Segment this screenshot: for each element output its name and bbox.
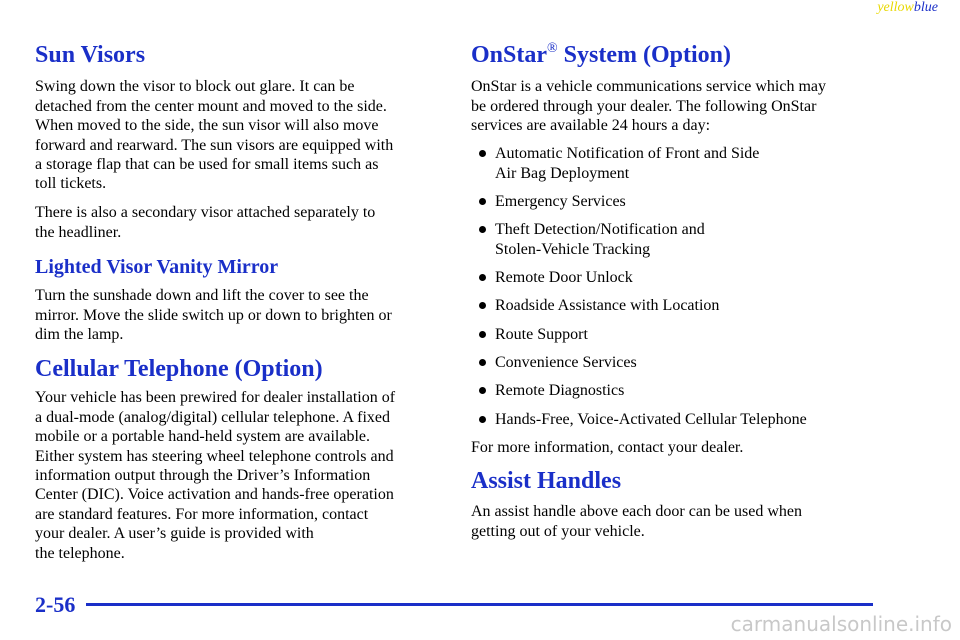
bullet-dot xyxy=(479,302,486,310)
text-line: are standard features. For more informat… xyxy=(35,505,369,523)
block: OnStar® System (Option) xyxy=(471,40,731,70)
text-line: forward and rearward. The sun visors are… xyxy=(35,136,394,154)
text-line: Remote Door Unlock xyxy=(495,269,633,287)
text-line: mobile or a portable hand-held system ar… xyxy=(35,428,370,446)
heading-text: System (Option) xyxy=(557,42,731,68)
bullet-item: Theft Detection/Notification and Stolen-V… xyxy=(479,220,705,259)
text-line: your dealer. A user’s guide is provided … xyxy=(35,525,314,543)
bullet-item: Convenience Services xyxy=(479,353,637,372)
text-line: the telephone. xyxy=(35,544,125,562)
page-number: 2-56 xyxy=(35,592,76,617)
block: Your vehicle has been prewired for deale… xyxy=(35,388,395,563)
bullet-dot xyxy=(479,150,486,158)
text-line: a dual-mode (analog/digital) cellular te… xyxy=(35,408,390,426)
text-line: Stolen-Vehicle Tracking xyxy=(495,240,651,258)
bullet-dot xyxy=(479,198,486,206)
heading-text: Cellular Telephone (Option) xyxy=(35,356,323,382)
text-line: Route Support xyxy=(495,326,588,344)
text-line: Either system has steering wheel telepho… xyxy=(35,447,394,465)
text-line: Swing down the visor to block out glare.… xyxy=(35,78,355,96)
header: yellowblue xyxy=(877,0,938,16)
heading-text: OnStar xyxy=(471,42,548,68)
text-line: Automatic Notification of Front and Side xyxy=(495,145,760,163)
block: Turn the sunshade down and lift the cove… xyxy=(35,286,392,344)
text-line: services are available 24 hours a day: xyxy=(471,117,711,135)
bullet-item: Remote Diagnostics xyxy=(479,381,625,400)
bullet-item: Remote Door Unlock xyxy=(479,268,633,287)
text-line: An assist handle above each door can be … xyxy=(471,503,802,521)
text-line: Remote Diagnostics xyxy=(495,382,625,400)
block: Sun Visors xyxy=(35,40,145,70)
registered-mark: ® xyxy=(547,41,558,56)
text-line: a storage flap that can be used for smal… xyxy=(35,155,379,173)
text-line: be ordered through your dealer. The foll… xyxy=(471,97,817,115)
text-line: getting out of your vehicle. xyxy=(471,522,645,540)
text-line: Emergency Services xyxy=(495,193,626,211)
subheading: Lighted Visor Vanity Mirror xyxy=(35,256,279,278)
text-line: dim the lamp. xyxy=(35,326,124,344)
bullet-item: Emergency Services xyxy=(479,192,626,211)
text-line: Air Bag Deployment xyxy=(495,164,630,182)
text-line: Roadside Assistance with Location xyxy=(495,297,720,315)
header-blue: blue xyxy=(913,0,938,15)
block: An assist handle above each door can be … xyxy=(471,502,802,541)
block: Assist Handles xyxy=(471,466,621,496)
text-line: Center (DIC). Voice activation and hands… xyxy=(35,486,394,504)
block: Cellular Telephone (Option) xyxy=(35,354,323,384)
block: Lighted Visor Vanity Mirror xyxy=(35,254,278,280)
bullet-item: Automatic Notification of Front and Side… xyxy=(479,144,760,183)
heading-text: Sun Visors xyxy=(35,42,146,68)
block: Swing down the visor to block out glare.… xyxy=(35,77,393,193)
text-line: mirror. Move the slide switch up or down… xyxy=(35,306,392,324)
bullet-dot xyxy=(479,416,486,424)
heading-text: Assist Handles xyxy=(471,468,622,494)
bullet-dot xyxy=(479,331,486,339)
text-line: For more information, contact your deale… xyxy=(471,439,744,457)
text-line: Turn the sunshade down and lift the cove… xyxy=(35,287,369,305)
watermark: carmanualsonline.info xyxy=(730,612,952,636)
block: For more information, contact your deale… xyxy=(471,438,743,457)
text-line: Hands-Free, Voice-Activated Cellular Tel… xyxy=(495,411,807,429)
bullet-item: Route Support xyxy=(479,325,588,344)
text-line: the headliner. xyxy=(35,223,122,241)
bullet-dot xyxy=(479,226,486,234)
text-line: There is also a secondary visor attached… xyxy=(35,204,376,222)
header-yellow: yellow xyxy=(877,0,914,15)
heading: Sun Visors xyxy=(35,40,145,70)
text-line: detached from the center mount and moved… xyxy=(35,97,387,115)
bullet-dot xyxy=(479,387,486,395)
text-line: Your vehicle has been prewired for deale… xyxy=(35,389,396,407)
bullet-dot xyxy=(479,274,486,282)
text-line: information output through the Driver’s … xyxy=(35,466,371,484)
text-line: When moved to the side, the sun visor wi… xyxy=(35,117,379,135)
bullet-dot xyxy=(479,359,486,367)
block: There is also a secondary visor attached… xyxy=(35,203,375,242)
text-line: OnStar is a vehicle communications servi… xyxy=(471,78,827,96)
bullet-item: Roadside Assistance with Location xyxy=(479,296,720,315)
footer-rule xyxy=(86,603,873,606)
bullet-item: Hands-Free, Voice-Activated Cellular Tel… xyxy=(479,410,807,429)
text-line: toll tickets. xyxy=(35,175,107,193)
block: OnStar is a vehicle communications servi… xyxy=(471,77,826,135)
text-line: Theft Detection/Notification and xyxy=(495,221,705,239)
heading: OnStar® System (Option) xyxy=(471,40,731,70)
text-line: Convenience Services xyxy=(495,354,637,372)
heading: Assist Handles xyxy=(471,466,621,496)
heading: Cellular Telephone (Option) xyxy=(35,354,323,384)
